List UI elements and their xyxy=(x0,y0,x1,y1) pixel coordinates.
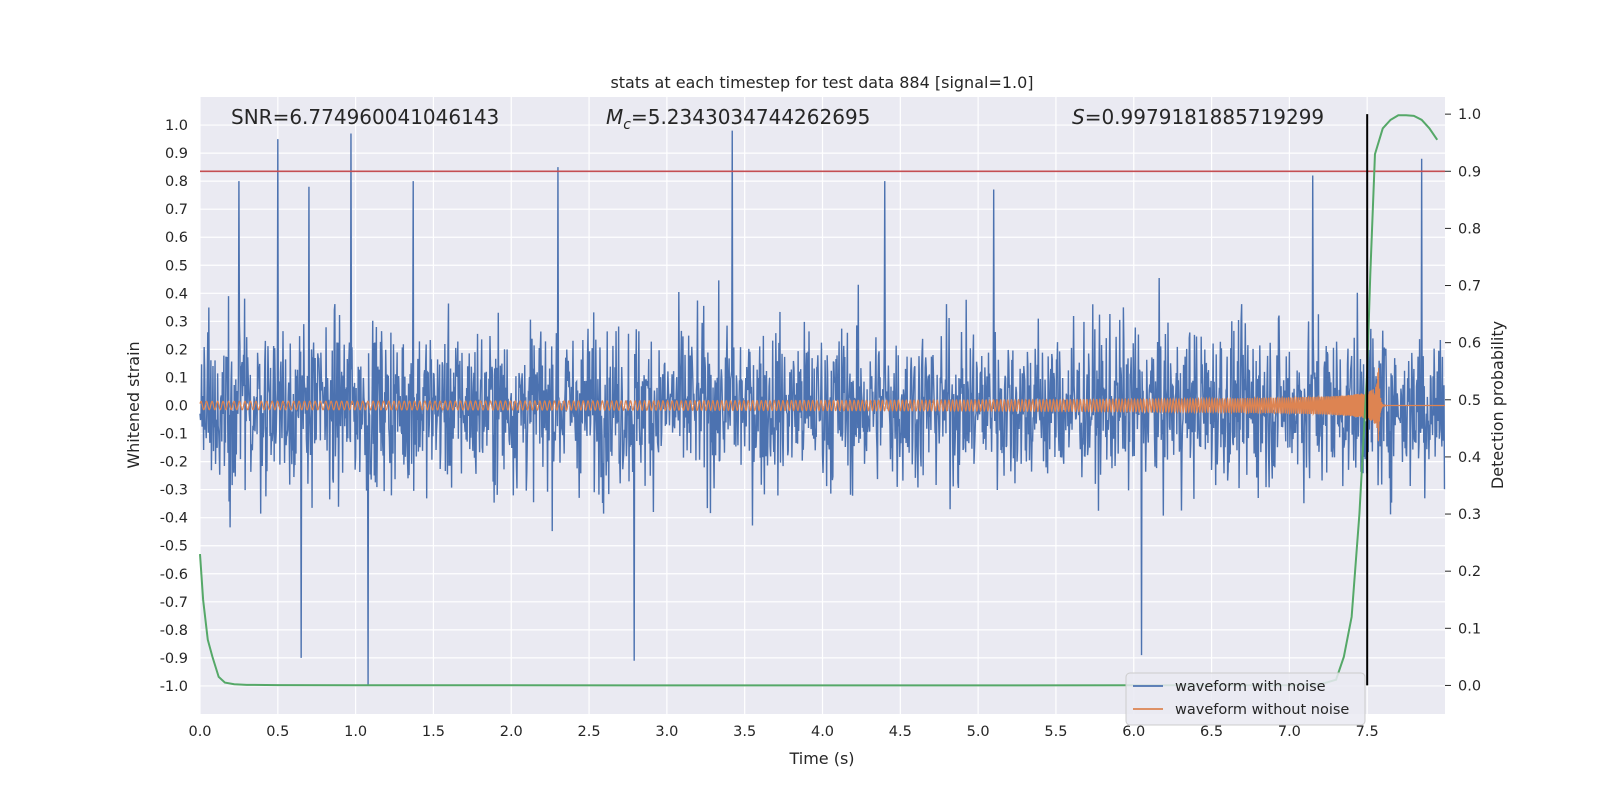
x-axis-label: Time (s) xyxy=(788,749,854,768)
legend-label-noise: waveform with noise xyxy=(1175,679,1326,695)
y-right-tick-label: 0.3 xyxy=(1458,507,1481,523)
y-right-axis-label: Detection probability xyxy=(1488,321,1507,489)
x-tick-label: 5.5 xyxy=(1044,724,1067,740)
series-waveform-without-noise xyxy=(199,367,1445,442)
chart-title: stats at each timestep for test data 884… xyxy=(610,73,1033,92)
x-tick-label: 2.5 xyxy=(578,724,601,740)
y-tick-label: -0.1 xyxy=(160,427,188,443)
noise-waveform-path xyxy=(199,130,1446,686)
y-axis-label: Whitened strain xyxy=(124,341,143,468)
legend-label-clean: waveform without noise xyxy=(1175,702,1349,718)
x-tick-label: 7.5 xyxy=(1356,724,1379,740)
x-tick-label: 0.5 xyxy=(266,724,289,740)
s-annotation: S=0.9979181885719299 xyxy=(1072,105,1324,129)
x-tick-label: 7.0 xyxy=(1278,724,1301,740)
legend-box xyxy=(1125,672,1366,726)
x-tick-label: 6.0 xyxy=(1122,724,1145,740)
mc-annotation: Mc=5.2343034744262695 xyxy=(606,105,870,133)
y-right-tick-label: 0.5 xyxy=(1458,393,1481,409)
y-right-tick-label: 0.8 xyxy=(1458,221,1481,237)
x-tick-label: 4.5 xyxy=(889,724,912,740)
y-tick-label: -0.8 xyxy=(160,623,188,639)
y-tick-label: -1.0 xyxy=(160,679,188,695)
series-waveform-with-noise xyxy=(199,130,1446,686)
x-tick-label: 0.0 xyxy=(188,724,211,740)
y-right-tick-label: 0.2 xyxy=(1458,564,1481,580)
y-right-tick-label: 0.6 xyxy=(1458,336,1481,352)
x-tick-label: 2.0 xyxy=(500,724,523,740)
y-tick-label: 0.2 xyxy=(165,342,188,358)
y-tick-label: 0.1 xyxy=(165,370,188,386)
y-tick-label: -0.2 xyxy=(160,455,188,471)
x-tick-label: 5.0 xyxy=(967,724,990,740)
y-right-tick-labels: 1.0 0.9 0.8 0.7 0.6 0.5 0.4 0.3 0.2 0.1 0.0 xyxy=(1445,107,1481,694)
snr-annotation: SNR=6.774960041046143 xyxy=(231,105,499,129)
y-tick-label: 0.7 xyxy=(165,202,188,218)
y-tick-labels: 1.0 0.9 0.8 0.7 0.6 0.5 0.4 0.3 0.2 0.1 0.0 -0.1 -0.… xyxy=(160,118,188,695)
y-tick-label: 0.6 xyxy=(165,230,188,246)
x-tick-label: 1.5 xyxy=(422,724,445,740)
y-tick-label: -0.6 xyxy=(160,567,188,583)
legend: waveform with noise waveform without noi… xyxy=(1125,672,1366,726)
y-tick-label: -0.3 xyxy=(160,483,188,499)
x-tick-label: 6.5 xyxy=(1200,724,1223,740)
y-tick-label: -0.9 xyxy=(160,651,188,667)
y-tick-label: 0.5 xyxy=(165,258,188,274)
y-tick-label: -0.4 xyxy=(160,511,188,527)
x-tick-label: 3.5 xyxy=(733,724,756,740)
clean-waveform-path xyxy=(199,367,1445,442)
x-tick-label: 4.0 xyxy=(811,724,834,740)
y-tick-label: 0.3 xyxy=(165,314,188,330)
y-right-tick-label: 0.0 xyxy=(1458,678,1481,694)
y-tick-label: 1.0 xyxy=(165,118,188,134)
y-right-tick-label: 0.4 xyxy=(1458,450,1481,466)
y-right-tick-label: 0.7 xyxy=(1458,279,1481,295)
x-tick-label: 3.0 xyxy=(655,724,678,740)
y-tick-label: -0.5 xyxy=(160,539,188,555)
x-tick-labels: 0.0 0.5 1.0 1.5 2.0 2.5 3.0 3.5 4.0 4.5 5.0 5.5 6.0 6… xyxy=(188,724,1378,740)
y-right-tick-label: 0.1 xyxy=(1458,621,1481,637)
y-tick-label: 0.8 xyxy=(165,174,188,190)
y-tick-label: -0.7 xyxy=(160,595,188,611)
y-right-tick-label: 1.0 xyxy=(1458,107,1481,123)
y-right-tick-label: 0.9 xyxy=(1458,164,1481,180)
y-tick-label: 0.9 xyxy=(165,146,188,162)
y-tick-label: 0.0 xyxy=(165,399,188,415)
y-tick-label: 0.4 xyxy=(165,286,188,302)
x-tick-label: 1.0 xyxy=(344,724,367,740)
